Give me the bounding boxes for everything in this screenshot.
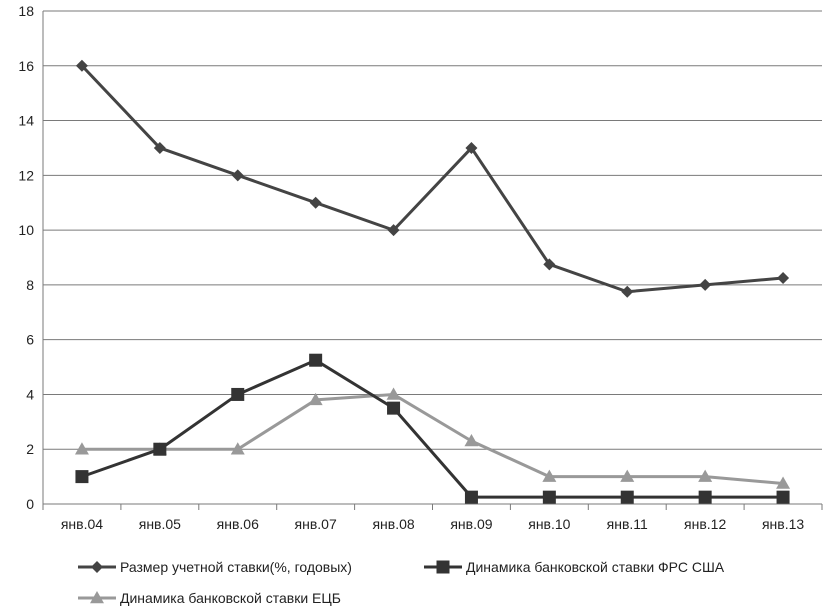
data-point-square bbox=[153, 442, 167, 456]
x-tick-label: янв.04 bbox=[61, 516, 103, 532]
data-point-square bbox=[309, 353, 323, 367]
data-point-diamond bbox=[699, 278, 712, 291]
series-line bbox=[81, 358, 784, 499]
data-point-diamond bbox=[231, 169, 244, 182]
x-tick-label: янв.05 bbox=[139, 516, 181, 532]
x-tick-label: янв.06 bbox=[217, 516, 259, 532]
series-line bbox=[81, 392, 784, 485]
data-point-triangle bbox=[230, 442, 245, 455]
y-tick-label: 0 bbox=[26, 496, 34, 512]
x-tick-label: янв.10 bbox=[528, 516, 570, 532]
x-tick-label: янв.09 bbox=[450, 516, 492, 532]
data-point-diamond bbox=[387, 224, 400, 237]
series-group bbox=[74, 59, 791, 504]
data-point-diamond bbox=[621, 285, 634, 298]
data-point-triangle bbox=[542, 469, 557, 482]
legend-item: Динамика банковской ставки ФРС США bbox=[424, 559, 725, 575]
y-axis-ticks: 0 2 4 6 8 10 12 14 16 18 bbox=[18, 3, 34, 512]
series-line bbox=[80, 64, 784, 294]
legend: Размер учетной ставки(%, годовых) Динамик… bbox=[78, 559, 725, 606]
series-2 bbox=[74, 387, 791, 489]
data-point-diamond bbox=[75, 59, 88, 72]
data-point-diamond bbox=[777, 272, 790, 285]
data-point-diamond bbox=[543, 258, 556, 271]
data-point-triangle bbox=[776, 476, 791, 489]
data-point-square bbox=[620, 490, 634, 504]
data-point-triangle bbox=[308, 392, 323, 406]
x-tick-label: янв.12 bbox=[684, 516, 726, 532]
data-point-square bbox=[75, 470, 89, 484]
x-tick-label: янв.08 bbox=[372, 516, 414, 532]
x-tick-label: янв.11 bbox=[607, 516, 648, 532]
legend-item: Размер учетной ставки(%, годовых) bbox=[78, 559, 352, 575]
gridlines bbox=[43, 10, 822, 450]
y-tick-label: 8 bbox=[26, 277, 34, 293]
data-point-triangle bbox=[386, 387, 401, 400]
legend-item: Динамика банковской ставки ЕЦБ bbox=[78, 590, 341, 606]
data-point-diamond bbox=[153, 141, 166, 154]
y-tick-label: 16 bbox=[18, 58, 34, 74]
series-1 bbox=[75, 353, 790, 504]
x-tick-label: янв.13 bbox=[762, 516, 804, 532]
y-tick-label: 10 bbox=[18, 222, 34, 238]
y-tick-label: 18 bbox=[18, 3, 34, 19]
data-point-square bbox=[776, 490, 790, 504]
legend-marker-square bbox=[436, 560, 450, 574]
data-point-square bbox=[387, 401, 401, 415]
x-tick-label: янв.07 bbox=[295, 516, 337, 532]
y-tick-label: 4 bbox=[26, 386, 34, 402]
legend-marker-diamond bbox=[91, 561, 103, 573]
data-point-square bbox=[698, 490, 712, 504]
data-point-triangle bbox=[620, 469, 635, 482]
data-point-diamond bbox=[309, 196, 322, 209]
y-tick-label: 2 bbox=[26, 441, 34, 457]
data-point-triangle bbox=[698, 469, 713, 482]
data-point-diamond bbox=[465, 141, 478, 154]
y-tick-label: 6 bbox=[26, 332, 34, 348]
legend-label: Динамика банковской ставки ЕЦБ bbox=[120, 590, 341, 606]
series-0 bbox=[75, 59, 790, 298]
x-axis-ticks: янв.04 янв.05 янв.06 янв.07 янв.08 янв.09 янв.… bbox=[42, 504, 823, 532]
data-point-square bbox=[542, 490, 556, 504]
legend-label: Динамика банковской ставки ФРС США bbox=[466, 559, 725, 575]
axes bbox=[42, 11, 822, 505]
data-point-triangle bbox=[74, 442, 89, 455]
y-tick-label: 12 bbox=[18, 167, 34, 183]
legend-marker-triangle bbox=[90, 591, 104, 604]
y-tick-label: 14 bbox=[18, 113, 34, 129]
legend-label: Размер учетной ставки(%, годовых) bbox=[120, 559, 352, 575]
data-point-triangle bbox=[464, 434, 479, 447]
data-point-square bbox=[464, 490, 478, 504]
data-point-square bbox=[231, 387, 245, 401]
